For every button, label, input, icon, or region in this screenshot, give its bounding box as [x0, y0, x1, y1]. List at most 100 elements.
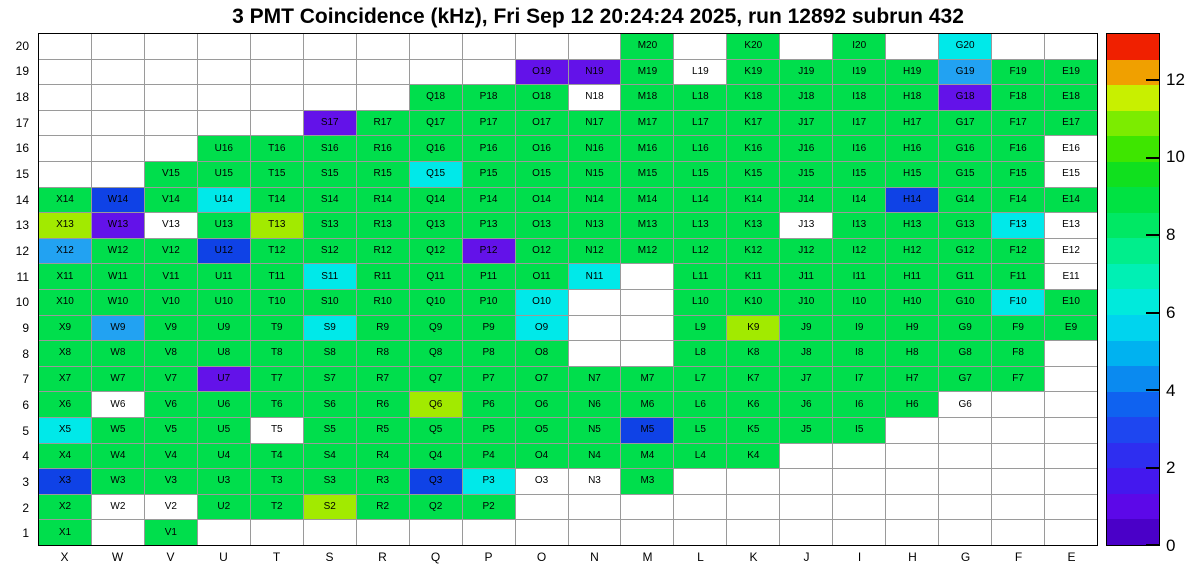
heatmap-cell: U2	[197, 494, 250, 520]
heatmap-cell: R7	[356, 366, 409, 392]
x-axis-label: S	[325, 550, 334, 564]
heatmap-cell	[250, 59, 303, 85]
heatmap-cell: Q4	[409, 443, 462, 469]
heatmap-cell: S8	[303, 341, 356, 366]
heatmap-cell: O19	[515, 59, 568, 85]
heatmap-cell	[303, 59, 356, 85]
heatmap-cell	[250, 34, 303, 59]
heatmap-cell: H12	[886, 238, 939, 264]
heatmap-cell: Q2	[409, 494, 462, 520]
heatmap-cell: N6	[568, 392, 621, 417]
heatmap-cell	[621, 290, 674, 315]
heatmap-cell: N3	[568, 469, 621, 494]
heatmap-cell: Q18	[409, 85, 462, 110]
heatmap-cell: F19	[992, 59, 1045, 85]
heatmap-cell: K14	[727, 187, 780, 213]
heatmap-cell: K18	[727, 85, 780, 110]
colorbar-tick	[1146, 389, 1159, 392]
heatmap-cell: L12	[674, 238, 727, 264]
heatmap-cell	[939, 494, 992, 520]
heatmap-cell	[356, 520, 409, 545]
heatmap-cell: G9	[939, 315, 992, 341]
heatmap-cell: I18	[833, 85, 886, 110]
heatmap-cell: L13	[674, 213, 727, 238]
heatmap-cell: Q13	[409, 213, 462, 238]
heatmap-cell: S6	[303, 392, 356, 417]
heatmap-cell: P3	[462, 469, 515, 494]
heatmap-cell: O11	[515, 264, 568, 289]
heatmap-cell	[197, 34, 250, 59]
heatmap-cell	[674, 469, 727, 494]
heatmap-cell: O7	[515, 366, 568, 392]
heatmap-cell	[621, 494, 674, 520]
heatmap-cell: M4	[621, 443, 674, 469]
heatmap-cell: V9	[144, 315, 197, 341]
heatmap-cell: K6	[727, 392, 780, 417]
heatmap-cell	[1045, 494, 1097, 520]
heatmap-cell	[833, 520, 886, 545]
heatmap-cell	[568, 315, 621, 341]
heatmap-cell: W4	[91, 443, 144, 469]
heatmap-cell: E15	[1045, 162, 1097, 187]
heatmap-cell: O18	[515, 85, 568, 110]
heatmap-cell: P10	[462, 290, 515, 315]
heatmap-cell	[621, 315, 674, 341]
heatmap-cell: N12	[568, 238, 621, 264]
colorbar-tick	[1146, 156, 1159, 159]
heatmap-cell: X5	[39, 418, 91, 443]
heatmap-cell: M19	[621, 59, 674, 85]
heatmap-cell: X10	[39, 290, 91, 315]
heatmap-cell	[992, 520, 1045, 545]
x-axis-label: H	[908, 550, 917, 564]
heatmap-cell: K19	[727, 59, 780, 85]
heatmap-cell: L11	[674, 264, 727, 289]
heatmap-cell	[886, 418, 939, 443]
heatmap-cell: I13	[833, 213, 886, 238]
heatmap-cell: N17	[568, 110, 621, 136]
heatmap-cell: G10	[939, 290, 992, 315]
colorbar-tick-label: 12	[1166, 69, 1185, 89]
heatmap-cell: H11	[886, 264, 939, 289]
heatmap-cell: N13	[568, 213, 621, 238]
heatmap-cell: G19	[939, 59, 992, 85]
heatmap-cell: K17	[727, 110, 780, 136]
heatmap-cell: W7	[91, 366, 144, 392]
heatmap-cell: L5	[674, 418, 727, 443]
heatmap-cell: X2	[39, 494, 91, 520]
heatmap-cell: L15	[674, 162, 727, 187]
heatmap-cell: W14	[91, 187, 144, 213]
colorbar-tick-label: 8	[1166, 225, 1176, 245]
heatmap-cell: I11	[833, 264, 886, 289]
heatmap-cell: V15	[144, 162, 197, 187]
heatmap-cell: W9	[91, 315, 144, 341]
heatmap-cell: T5	[250, 418, 303, 443]
colorbar-tick-label: 2	[1166, 458, 1176, 478]
heatmap-cell: Q16	[409, 136, 462, 161]
heatmap-cell: X13	[39, 213, 91, 238]
heatmap-cell: U4	[197, 443, 250, 469]
heatmap-cell: R14	[356, 187, 409, 213]
x-axis-label: P	[484, 550, 493, 564]
heatmap-cell: O6	[515, 392, 568, 417]
heatmap-cell: Q7	[409, 366, 462, 392]
heatmap-cell: I16	[833, 136, 886, 161]
x-axis-label: K	[749, 550, 758, 564]
heatmap-cell: O12	[515, 238, 568, 264]
heatmap-cell	[621, 264, 674, 289]
heatmap-cell: X7	[39, 366, 91, 392]
x-axis-label: N	[590, 550, 599, 564]
heatmap-cell: J15	[780, 162, 833, 187]
heatmap-cell: I20	[833, 34, 886, 59]
heatmap-cell: R12	[356, 238, 409, 264]
heatmap-cell: F16	[992, 136, 1045, 161]
heatmap-cell: N18	[568, 85, 621, 110]
heatmap-cell	[515, 34, 568, 59]
colorbar-tick	[1146, 544, 1159, 546]
heatmap-cell: U3	[197, 469, 250, 494]
heatmap-cell: S5	[303, 418, 356, 443]
heatmap-cell: U11	[197, 264, 250, 289]
heatmap-cell: G13	[939, 213, 992, 238]
heatmap-cell	[568, 494, 621, 520]
heatmap-cell: T9	[250, 315, 303, 341]
colorbar-ticks	[1107, 34, 1159, 546]
